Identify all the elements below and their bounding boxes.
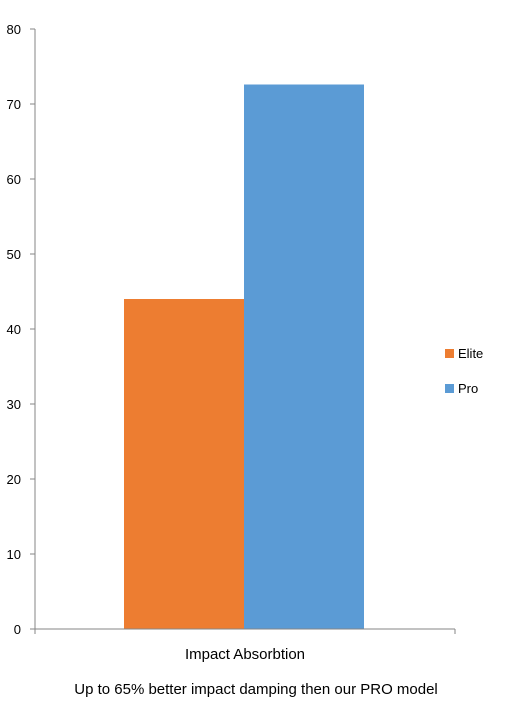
y-tick-label: 80: [7, 22, 21, 37]
bars: [124, 84, 364, 629]
legend-label-elite: Elite: [458, 346, 483, 361]
y-tick-label: 20: [7, 472, 21, 487]
y-tick-label: 70: [7, 97, 21, 112]
x-axis: Impact Absorbtion: [34, 628, 456, 663]
legend-label-pro: Pro: [458, 381, 478, 396]
y-tick-label: 60: [7, 172, 21, 187]
y-tick-label: 10: [7, 547, 21, 562]
y-tick-label: 30: [7, 397, 21, 412]
legend-swatch-elite: [445, 349, 454, 358]
legend-swatch-pro: [445, 384, 454, 393]
legend: Elite Pro: [445, 346, 483, 396]
y-tick-label: 40: [7, 322, 21, 337]
bar-pro: [244, 84, 364, 629]
x-category-label: Impact Absorbtion: [185, 646, 305, 663]
y-tick-label: 0: [14, 622, 21, 637]
y-axis: 0 10 20 30 40 50 60 70 80: [7, 22, 36, 637]
chart-caption: Up to 65% better impact damping then our…: [74, 681, 438, 698]
y-tick-label: 50: [7, 247, 21, 262]
bar-elite: [124, 299, 244, 629]
